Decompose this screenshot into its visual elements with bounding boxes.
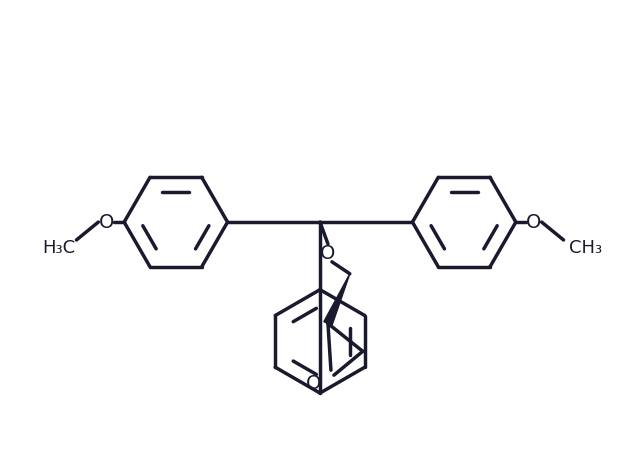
Text: O: O	[526, 212, 541, 232]
Text: O: O	[99, 212, 114, 232]
Text: H₃C: H₃C	[42, 239, 75, 257]
Polygon shape	[324, 274, 350, 325]
Text: CH₃: CH₃	[569, 239, 602, 257]
Text: O: O	[320, 244, 335, 263]
Text: O: O	[307, 374, 322, 392]
